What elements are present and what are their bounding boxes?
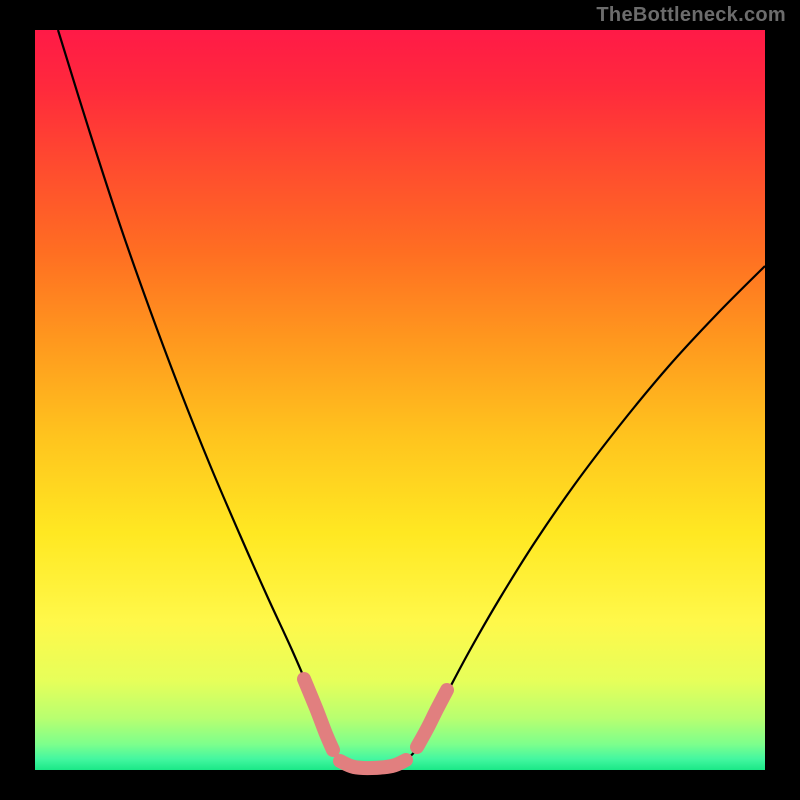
- gradient-background: [35, 30, 765, 770]
- chart-container: TheBottleneck.com: [0, 0, 800, 800]
- watermark-text: TheBottleneck.com: [596, 4, 786, 27]
- pink-segment: [340, 760, 406, 768]
- bottleneck-chart: [0, 0, 800, 800]
